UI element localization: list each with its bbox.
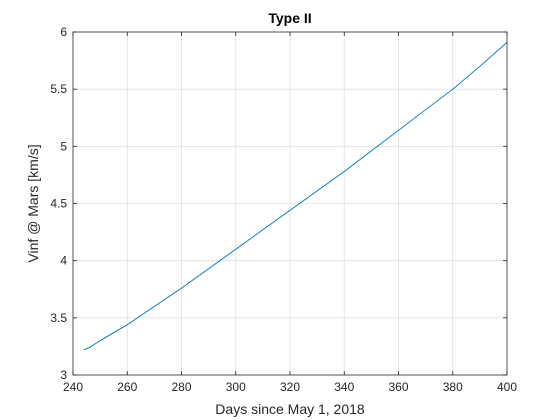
x-tick-label: 260 (117, 380, 137, 394)
y-axis-label: Vinf @ Mars [km/s] (25, 144, 41, 262)
grid-lines (73, 32, 507, 375)
x-tick-label: 240 (63, 380, 83, 394)
y-tick-label: 3.5 (50, 311, 67, 325)
x-tick-label: 320 (280, 380, 300, 394)
y-tick-label: 6 (60, 25, 67, 39)
chart-title: Type II (268, 10, 311, 26)
y-tick-label: 4 (60, 254, 67, 268)
x-tick-label: 380 (443, 380, 463, 394)
x-tick-label: 400 (497, 380, 517, 394)
y-tick-label: 4.5 (50, 197, 67, 211)
x-axis-label: Days since May 1, 2018 (215, 401, 365, 417)
y-tick-label: 3 (60, 368, 67, 382)
x-tick-label: 280 (171, 380, 191, 394)
x-tick-label: 360 (388, 380, 408, 394)
series-line-0 (83, 41, 508, 351)
y-tick-label: 5.5 (50, 82, 67, 96)
y-tick-label: 5 (60, 139, 67, 153)
x-tick-label: 300 (226, 380, 246, 394)
x-tick-label: 340 (334, 380, 354, 394)
axis-ticks (72, 31, 508, 376)
series-layer (83, 41, 508, 351)
tick-labels: 240 260 280 300 320 340 360 380 400 3 3.5 4 4.5 5 5.5 6 (50, 25, 517, 394)
